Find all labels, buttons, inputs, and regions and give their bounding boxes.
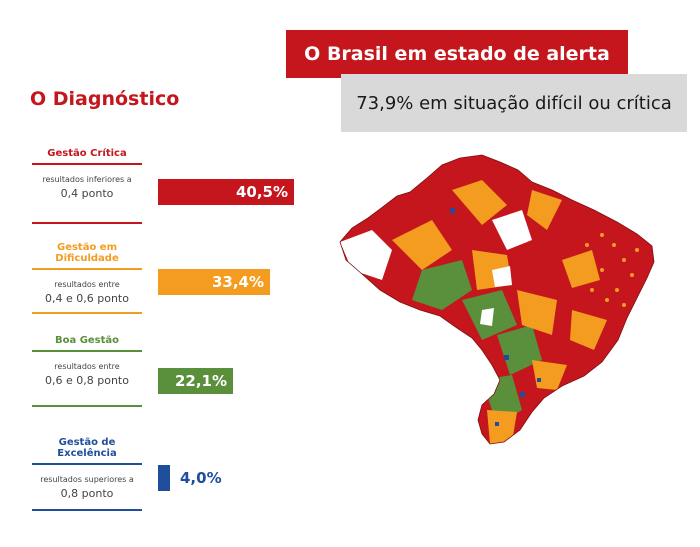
bar-dificuldade: 33,4% bbox=[158, 269, 270, 295]
category-boa: Boa Gestão resultados entre 0,6 e 0,8 po… bbox=[32, 335, 142, 407]
category-boa-title: Boa Gestão bbox=[32, 335, 142, 352]
map-area-boa-1 bbox=[412, 260, 472, 310]
category-excelencia-desc-big: 0,8 ponto bbox=[60, 487, 114, 501]
map-area-dificuldade-3 bbox=[527, 190, 562, 230]
bar-boa-label: 22,1% bbox=[174, 372, 227, 390]
map-speck-excelencia-2 bbox=[504, 355, 509, 360]
map-speck-excelencia-3 bbox=[520, 392, 525, 397]
bar-critica: 40,5% bbox=[158, 179, 294, 205]
category-excelencia-desc-small: resultados superiores a bbox=[40, 475, 134, 484]
map-area-dificuldade-9 bbox=[562, 250, 600, 288]
map-area-boa-3 bbox=[497, 325, 542, 375]
alert-banner: O Brasil em estado de alerta bbox=[286, 30, 628, 78]
bar-excelencia-label: 4,0% bbox=[180, 469, 222, 487]
map-area-dificuldade-2 bbox=[452, 180, 507, 225]
category-critica-underline bbox=[32, 222, 142, 224]
category-critica-desc-big: 0,4 ponto bbox=[60, 187, 114, 201]
category-excelencia-title: Gestão de Excelência bbox=[32, 437, 142, 465]
bar-critica-label: 40,5% bbox=[235, 183, 288, 201]
map-speck-excelencia-1 bbox=[450, 208, 455, 213]
alert-subtitle-box: 73,9% em situação difícil ou crítica bbox=[341, 74, 687, 132]
alert-subtitle: 73,9% em situação difícil ou crítica bbox=[356, 92, 672, 114]
map-area-sem-dados-2 bbox=[492, 210, 532, 250]
category-dificuldade-underline bbox=[32, 312, 142, 314]
map-area-sem-dados-3 bbox=[492, 266, 512, 287]
category-dificuldade: Gestão em Dificuldade resultados entre 0… bbox=[32, 242, 142, 314]
category-dificuldade-title: Gestão em Dificuldade bbox=[32, 242, 142, 270]
category-critica-desc: resultados inferiores a 0,4 ponto bbox=[32, 175, 142, 202]
map-area-dificuldade-1 bbox=[392, 220, 452, 270]
map-area-dificuldade-8 bbox=[570, 310, 607, 350]
category-boa-desc: resultados entre 0,6 e 0,8 ponto bbox=[32, 362, 142, 389]
bar-dificuldade-label: 33,4% bbox=[211, 273, 264, 291]
map-northeast-texture bbox=[585, 233, 639, 307]
category-critica-title: Gestão Crítica bbox=[32, 148, 142, 165]
map-area-dificuldade-5 bbox=[517, 290, 557, 335]
bar-boa: 22,1% bbox=[158, 368, 233, 394]
category-excelencia-underline bbox=[32, 509, 142, 511]
map-area-sem-dados-4 bbox=[480, 308, 494, 326]
category-boa-desc-big: 0,6 e 0,8 ponto bbox=[45, 374, 129, 388]
category-excelencia-desc: resultados superiores a 0,8 ponto bbox=[32, 475, 142, 502]
brazil-map-outline bbox=[339, 154, 655, 445]
category-dificuldade-desc: resultados entre 0,4 e 0,6 ponto bbox=[32, 280, 142, 307]
category-boa-underline bbox=[32, 405, 142, 407]
category-critica: Gestão Crítica resultados inferiores a 0… bbox=[32, 148, 142, 224]
map-area-dificuldade-7 bbox=[487, 410, 517, 444]
map-speck-excelencia-4 bbox=[537, 378, 541, 382]
category-excelencia: Gestão de Excelência resultados superior… bbox=[32, 437, 142, 511]
category-dificuldade-desc-small: resultados entre bbox=[54, 280, 120, 289]
map-area-dificuldade-6 bbox=[532, 360, 567, 390]
brazil-map bbox=[339, 154, 655, 445]
brazil-map-regions bbox=[340, 155, 654, 444]
bar-excelencia bbox=[158, 465, 170, 491]
category-critica-desc-small: resultados inferiores a bbox=[42, 175, 132, 184]
diagnostic-heading: O Diagnóstico bbox=[30, 88, 180, 110]
map-speck-excelencia-5 bbox=[495, 422, 499, 426]
category-boa-desc-small: resultados entre bbox=[54, 362, 120, 371]
category-dificuldade-desc-big: 0,4 e 0,6 ponto bbox=[45, 292, 129, 306]
alert-banner-title: O Brasil em estado de alerta bbox=[304, 43, 610, 65]
